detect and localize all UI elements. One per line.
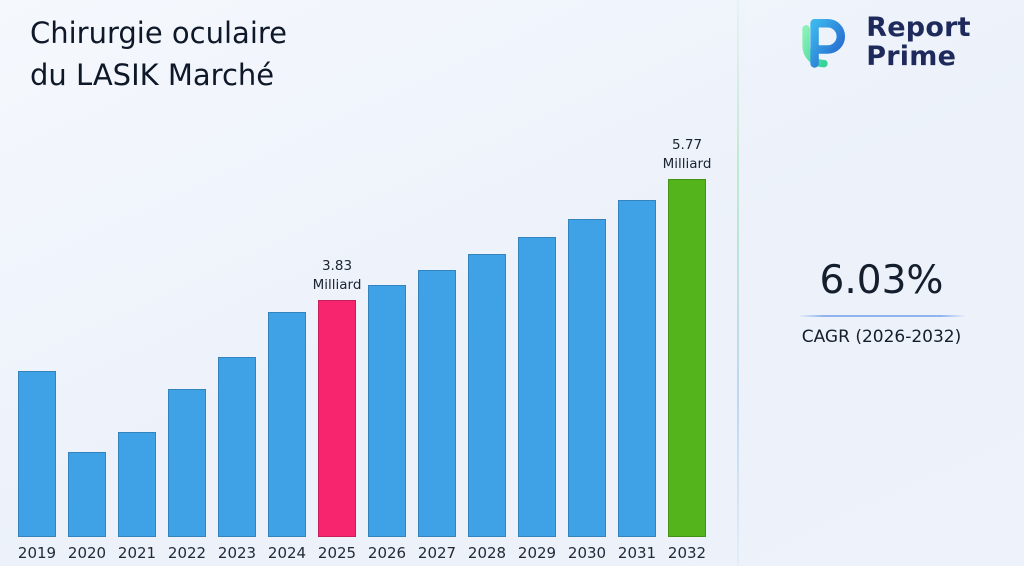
page-title: Chirurgie oculaire du LASIK Marché — [30, 12, 287, 96]
bar-2020 — [68, 452, 106, 537]
bar-slot: 2026 — [362, 112, 412, 564]
x-tick-label: 2025 — [317, 544, 357, 562]
cagr-label: CAGR (2026-2032) — [801, 327, 962, 347]
bar-2028 — [468, 254, 506, 537]
report-prime-icon — [802, 19, 846, 68]
x-tick-label: 2028 — [467, 544, 507, 562]
panel-divider — [737, 0, 739, 576]
bar-slot: 2030 — [562, 112, 612, 564]
bar-2021 — [118, 432, 156, 537]
bar-value-label: 5.77 Milliard — [662, 137, 712, 173]
bar-2024 — [268, 312, 306, 537]
x-tick-label: 2026 — [367, 544, 407, 562]
bar-slot: 2028 — [462, 112, 512, 564]
bar-slot: 2020 — [62, 112, 112, 564]
x-tick-label: 2029 — [517, 544, 557, 562]
x-tick-label: 2030 — [567, 544, 607, 562]
page-title-line1: Chirurgie oculaire — [30, 16, 288, 50]
x-tick-label: 2023 — [217, 544, 257, 562]
brand-line2: Prime — [866, 41, 957, 72]
brand-line1: Report — [866, 11, 971, 43]
bar-slot: 5.77 Milliard 2032 — [662, 112, 712, 564]
x-tick-label: 2027 — [417, 544, 457, 562]
bar-2031 — [618, 200, 656, 537]
bar-slot: 2031 — [612, 112, 662, 564]
bar-2030 — [568, 219, 606, 537]
x-tick-label: 2024 — [267, 544, 307, 562]
bar-2023 — [218, 357, 256, 537]
x-tick-label: 2019 — [17, 544, 57, 562]
bar-slot: 2022 — [162, 112, 212, 564]
bar-slot: 2021 — [112, 112, 162, 564]
bar-2029 — [518, 237, 556, 537]
cagr-value: 6.03% — [819, 258, 944, 303]
brand-wordmark: Report Prime — [866, 13, 970, 71]
x-tick-label: 2021 — [117, 544, 157, 562]
cagr-block: 6.03% CAGR (2026-2032) — [739, 258, 1024, 347]
report-prime-logo: Report Prime — [739, 12, 1024, 72]
bar-value-label: 3.83 Milliard — [312, 258, 362, 294]
cagr-underline — [797, 315, 966, 317]
bar-chart: 2019 2020 2021 2022 2023 2024 3.83 Milliard 202… — [12, 112, 712, 564]
bar-slot: 2023 — [212, 112, 262, 564]
bottom-strip — [0, 566, 1024, 576]
x-tick-label: 2031 — [617, 544, 657, 562]
x-tick-label: 2020 — [67, 544, 107, 562]
bar-slot: 2019 — [12, 112, 62, 564]
bar-2025 — [318, 300, 356, 537]
x-tick-label: 2032 — [667, 544, 707, 562]
bar-2022 — [168, 389, 206, 537]
bar-slot: 3.83 Milliard 2025 — [312, 112, 362, 564]
bar-slot: 2024 — [262, 112, 312, 564]
bar-slot: 2027 — [412, 112, 462, 564]
bar-2032 — [668, 179, 706, 537]
bar-2019 — [18, 371, 56, 537]
page-title-line2: du LASIK Marché — [30, 58, 275, 93]
bar-2027 — [418, 270, 456, 537]
stats-panel: Report Prime 6.03% CAGR (2026-2032) — [739, 0, 1024, 576]
bar-2026 — [368, 285, 406, 537]
x-tick-label: 2022 — [167, 544, 207, 562]
bar-slot: 2029 — [512, 112, 562, 564]
